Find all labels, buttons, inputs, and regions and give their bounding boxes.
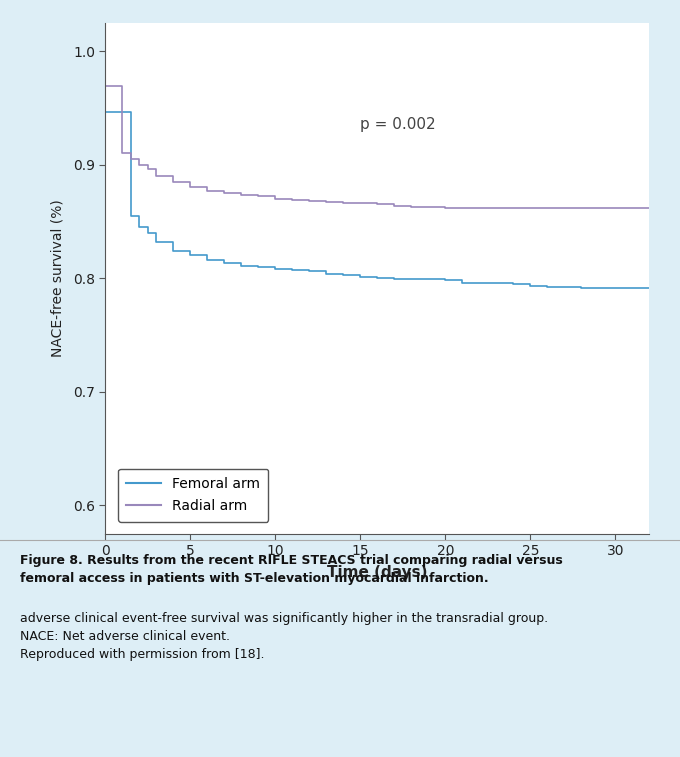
Text: p = 0.002: p = 0.002: [360, 117, 436, 132]
Text: adverse clinical event-free survival was significantly higher in the transradial: adverse clinical event-free survival was…: [20, 612, 549, 661]
Y-axis label: NACE-free survival (%): NACE-free survival (%): [50, 199, 65, 357]
X-axis label: Time (days): Time (days): [327, 565, 428, 580]
Legend: Femoral arm, Radial arm: Femoral arm, Radial arm: [118, 469, 269, 522]
Text: Figure 8. Results from the recent RIFLE STEACS trial comparing radial versus
fem: Figure 8. Results from the recent RIFLE …: [20, 554, 563, 585]
